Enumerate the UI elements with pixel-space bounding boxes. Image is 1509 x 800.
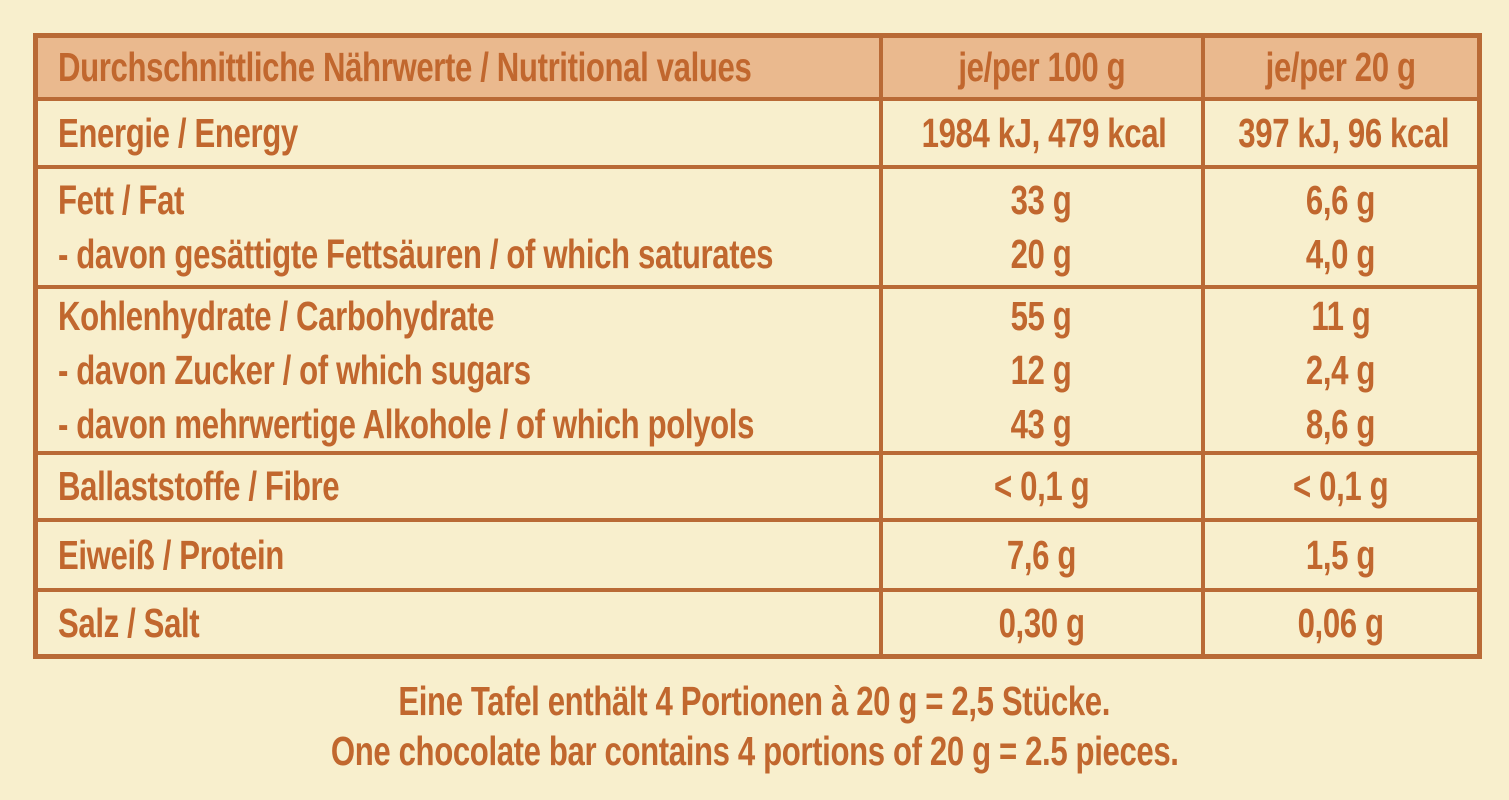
fibre-per-20g-cell: < 0,1 g (1200, 450, 1482, 522)
value-saturates-per-20g: 4,0 g (1306, 230, 1376, 277)
value-polyols-per-20g: 8,6 g (1306, 400, 1376, 447)
nutrient-label-sugars: - davon Zucker / of which sugars (58, 346, 531, 393)
carbohydrate-label-cell: Kohlenhydrate / Carbohydrate - davon Zuc… (33, 284, 883, 455)
nutrient-label-fat: Fett / Fat (58, 176, 185, 223)
value-fat-per-20g: 6,6 g (1306, 176, 1376, 223)
value-sugars-per-100g: 12 g (1011, 346, 1072, 393)
nutrient-label-salt: Salz / Salt (58, 599, 200, 646)
table-header-row: Durchschnittliche Nährwerte / Nutritiona… (33, 33, 1482, 101)
salt-label-cell: Salz / Salt (33, 587, 883, 659)
fat-per-20g-cell: 6,6 g 4,0 g (1200, 164, 1482, 289)
nutrient-label-saturates: - davon gesättigte Fettsäuren / of which… (58, 230, 774, 277)
nutrient-label-polyols: - davon mehrwertige Alkohole / of which … (58, 400, 755, 447)
table-row-carbohydrate: Kohlenhydrate / Carbohydrate - davon Zuc… (33, 284, 1482, 455)
energy-label-cell: Energie / Energy (33, 96, 883, 169)
carbohydrate-per-100g-cell: 55 g 12 g 43 g (878, 284, 1205, 455)
table-title: Durchschnittliche Nährwerte / Nutritiona… (58, 43, 752, 90)
value-polyols-per-100g: 43 g (1011, 400, 1072, 447)
table-row-energy: Energie / Energy 1984 kJ, 479 kcal 397 k… (33, 96, 1482, 169)
protein-label-cell: Eiweiß / Protein (33, 517, 883, 592)
value-protein-per-20g: 1,5 g (1306, 531, 1376, 578)
energy-per-20g-cell: 397 kJ, 96 kcal (1200, 96, 1482, 169)
value-salt-per-20g: 0,06 g (1297, 599, 1384, 646)
column-header-per-100g-label: je/per 100 g (958, 43, 1125, 90)
table-row-fibre: Ballaststoffe / Fibre < 0,1 g < 0,1 g (33, 450, 1482, 522)
fat-per-100g-cell: 33 g 20 g (878, 164, 1205, 289)
salt-per-100g-cell: 0,30 g (878, 587, 1205, 659)
serving-note: Eine Tafel enthält 4 Portionen à 20 g = … (0, 676, 1509, 776)
column-header-per-20g: je/per 20 g (1200, 33, 1482, 101)
value-energy-per-20g: 397 kJ, 96 kcal (1237, 109, 1449, 156)
value-sugars-per-20g: 2,4 g (1306, 346, 1376, 393)
salt-per-20g-cell: 0,06 g (1200, 587, 1482, 659)
value-fibre-per-20g: < 0,1 g (1293, 463, 1389, 509)
fibre-per-100g-cell: < 0,1 g (878, 450, 1205, 522)
value-carbohydrate-per-20g: 11 g (1311, 292, 1371, 339)
table-title-cell: Durchschnittliche Nährwerte / Nutritiona… (33, 33, 883, 101)
nutrient-label-energy: Energie / Energy (58, 109, 298, 156)
energy-per-100g-cell: 1984 kJ, 479 kcal (878, 96, 1205, 169)
fibre-label-cell: Ballaststoffe / Fibre (33, 450, 883, 522)
value-fibre-per-100g: < 0,1 g (993, 463, 1090, 509)
table-row-fat: Fett / Fat - davon gesättigte Fettsäuren… (33, 164, 1482, 289)
value-carbohydrate-per-100g: 55 g (1011, 292, 1072, 339)
value-protein-per-100g: 7,6 g (1006, 531, 1077, 578)
nutrition-table: Durchschnittliche Nährwerte / Nutritiona… (33, 33, 1482, 659)
table-row-protein: Eiweiß / Protein 7,6 g 1,5 g (33, 517, 1482, 592)
value-salt-per-100g: 0,30 g (998, 599, 1085, 646)
nutrient-label-fibre: Ballaststoffe / Fibre (58, 463, 340, 509)
protein-per-20g-cell: 1,5 g (1200, 517, 1482, 592)
protein-per-100g-cell: 7,6 g (878, 517, 1205, 592)
carbohydrate-per-20g-cell: 11 g 2,4 g 8,6 g (1200, 284, 1482, 455)
nutrient-label-protein: Eiweiß / Protein (58, 531, 284, 578)
value-saturates-per-100g: 20 g (1011, 230, 1072, 277)
value-energy-per-100g: 1984 kJ, 479 kcal (921, 109, 1166, 156)
fat-label-cell: Fett / Fat - davon gesättigte Fettsäuren… (33, 164, 883, 289)
value-fat-per-100g: 33 g (1011, 176, 1072, 223)
table-row-salt: Salz / Salt 0,30 g 0,06 g (33, 587, 1482, 659)
column-header-per-20g-label: je/per 20 g (1265, 43, 1416, 90)
serving-note-english: One chocolate bar contains 4 portions of… (330, 728, 1179, 774)
serving-note-german: Eine Tafel enthält 4 Portionen à 20 g = … (398, 678, 1111, 724)
nutrient-label-carbohydrate: Kohlenhydrate / Carbohydrate (58, 292, 495, 339)
column-header-per-100g: je/per 100 g (878, 33, 1205, 101)
